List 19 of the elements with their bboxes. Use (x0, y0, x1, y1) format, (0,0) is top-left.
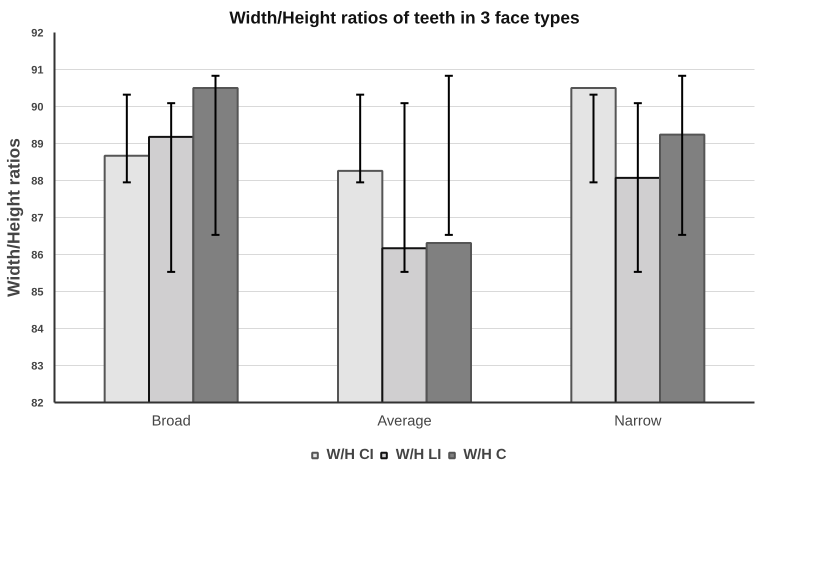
legend-label: W/H C (463, 446, 506, 462)
y-tick-label: 85 (31, 286, 44, 298)
y-tick-label: 88 (31, 176, 44, 188)
y-tick-label: 90 (31, 102, 44, 114)
y-tick-label: 82 (31, 398, 44, 410)
y-tick-label: 92 (31, 28, 44, 40)
legend-label: W/H LI (396, 446, 442, 462)
y-tick-label: 86 (31, 250, 44, 262)
x-tick-label: Broad (152, 414, 191, 430)
y-tick-label: 87 (31, 212, 44, 224)
y-tick-label: 83 (31, 360, 44, 372)
y-tick-label: 89 (31, 138, 44, 150)
legend-label: W/H CI (326, 446, 374, 462)
x-tick-label: Narrow (614, 414, 662, 430)
y-axis-title: Width/Height ratios (3, 138, 24, 297)
y-tick-label: 91 (31, 64, 44, 76)
y-tick-label: 84 (31, 324, 44, 336)
chart-title: Width/Height ratios of teeth in 3 face types (229, 8, 580, 28)
x-tick-label: Average (377, 414, 432, 430)
